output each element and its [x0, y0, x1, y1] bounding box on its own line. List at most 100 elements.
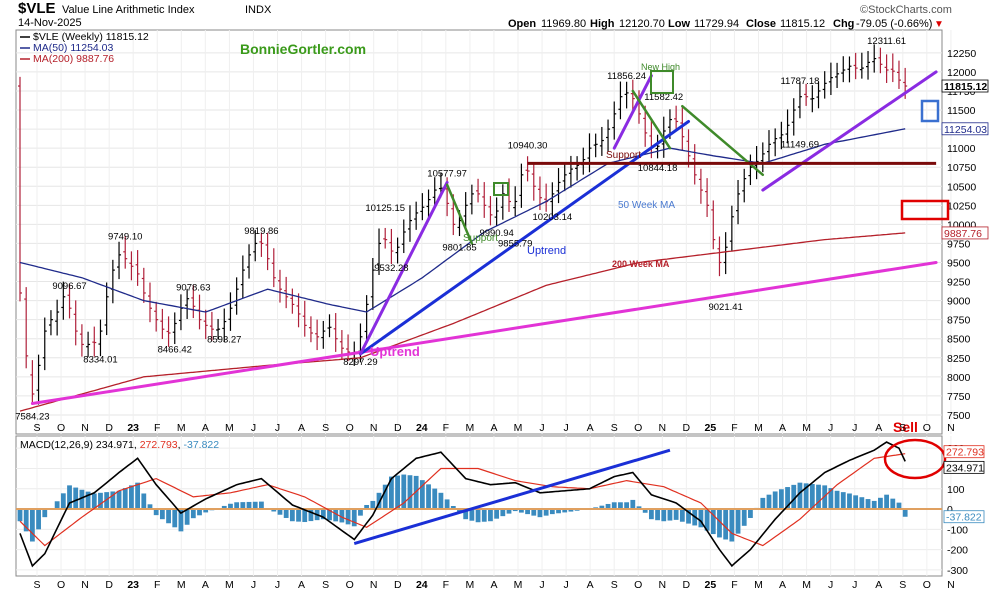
- month-label-price: N: [370, 422, 378, 434]
- price-tick-label: 7750: [947, 391, 971, 403]
- month-label: A: [298, 579, 305, 591]
- month-label: M: [466, 579, 475, 591]
- price-tick-label: 10500: [947, 181, 976, 193]
- month-label: A: [779, 579, 786, 591]
- price-label: 10125.15: [365, 203, 405, 214]
- low-value: 11729.94: [694, 18, 739, 30]
- open-value: 11969.80: [541, 18, 586, 30]
- macd-hist-bar: [618, 502, 623, 509]
- month-label-price: S: [611, 422, 618, 434]
- month-label: A: [587, 579, 594, 591]
- price-label: 9749.10: [108, 232, 142, 243]
- month-label: N: [370, 579, 378, 591]
- month-label-price: J: [852, 422, 857, 434]
- macd-hist-bar: [816, 485, 821, 509]
- month-label-price: O: [57, 422, 65, 434]
- macd-hist-bar: [494, 509, 499, 519]
- month-label-price: S: [322, 422, 329, 434]
- macd-hist-bar: [488, 509, 493, 521]
- macd-hist-bar: [482, 509, 487, 522]
- macd-hist-bar: [476, 509, 481, 522]
- month-label-price: 23: [127, 422, 139, 434]
- macd-hist-bar: [798, 483, 803, 509]
- macd-hist-bar: [538, 509, 543, 517]
- macd-hist-bar: [135, 483, 140, 509]
- month-label: J: [563, 579, 568, 591]
- month-label: N: [659, 579, 667, 591]
- close-label: Close: [746, 18, 776, 30]
- month-label-price: A: [298, 422, 305, 434]
- chg-label: Chg: [833, 18, 854, 30]
- macd-hist-bar: [36, 509, 41, 529]
- price-label: 8593.27: [207, 335, 241, 346]
- price-label: 12311.61: [867, 36, 906, 47]
- watermark: BonnieGortler.com: [240, 41, 366, 57]
- price-tag: 11815.12: [944, 81, 987, 93]
- price-label: 11787.18: [780, 76, 819, 87]
- price-tick-label: 9750: [947, 238, 971, 250]
- month-label-price: J: [539, 422, 544, 434]
- month-label-price: A: [202, 422, 209, 434]
- month-label: S: [33, 579, 40, 591]
- price-label: 9078.63: [176, 283, 210, 294]
- price-label: 10940.30: [508, 141, 548, 152]
- month-label-price: N: [81, 422, 89, 434]
- month-label: M: [514, 579, 523, 591]
- month-label: S: [322, 579, 329, 591]
- macd-hist-bar: [878, 498, 883, 509]
- month-label-price: A: [490, 422, 497, 434]
- month-label-price: J: [563, 422, 568, 434]
- macd-hist-bar: [760, 498, 765, 509]
- high-value: 12120.70: [619, 18, 665, 30]
- month-label-price: F: [154, 422, 160, 434]
- ma200-label: 200 Week MA: [612, 259, 670, 269]
- macd-hist-bar: [866, 499, 871, 509]
- month-label: J: [828, 579, 833, 591]
- high-label: High: [590, 18, 615, 30]
- price-tick-label: 11500: [947, 105, 976, 117]
- macd-hist-bar: [853, 495, 858, 509]
- macd-hist-bar: [661, 509, 666, 521]
- macd-hist-bar: [18, 509, 23, 521]
- month-label: N: [81, 579, 89, 591]
- month-label-price: M: [225, 422, 234, 434]
- chg-down-icon: ▼: [934, 19, 944, 30]
- month-label-price: M: [754, 422, 763, 434]
- month-label: F: [443, 579, 449, 591]
- macd-hist-bar: [884, 495, 889, 509]
- price-label: 7584.23: [15, 412, 49, 423]
- month-label-price: O: [634, 422, 642, 434]
- macd-hist-bar: [668, 509, 673, 520]
- macd-hist-bar: [630, 500, 635, 509]
- macd-hist-bar: [903, 509, 908, 517]
- macd-hist-bar: [73, 488, 78, 509]
- macd-hist-bar: [680, 509, 685, 522]
- price-tick-label: 8250: [947, 353, 971, 365]
- macd-tick-label: -200: [947, 545, 968, 557]
- price-label: 9801.85: [442, 242, 476, 253]
- price-tick-label: 12000: [947, 67, 976, 79]
- macd-hist-bar: [723, 509, 728, 539]
- uptrend-blue-label: Uptrend: [527, 245, 566, 257]
- macd-hist-bar: [98, 493, 103, 509]
- macd-hist-bar: [191, 509, 196, 518]
- macd-hist-bar: [847, 493, 852, 509]
- support-low-label: Support: [463, 233, 498, 244]
- month-label-price: D: [105, 422, 113, 434]
- macd-hist-bar: [370, 501, 375, 509]
- macd-hist-bar: [117, 491, 122, 509]
- month-label-price: D: [394, 422, 402, 434]
- month-label: S: [611, 579, 618, 591]
- month-label-price: A: [875, 422, 882, 434]
- month-label-price: O: [923, 422, 931, 434]
- macd-hist-bar: [500, 509, 505, 516]
- macd-hist-bar: [729, 509, 734, 541]
- macd-hist-bar: [408, 475, 413, 509]
- macd-hist-bar: [172, 509, 177, 527]
- price-tick-label: 8000: [947, 372, 971, 384]
- price-tick-label: 9000: [947, 296, 971, 308]
- macd-hist-bar: [395, 476, 400, 509]
- price-tag: 9887.76: [944, 228, 982, 240]
- month-label: 23: [127, 579, 139, 591]
